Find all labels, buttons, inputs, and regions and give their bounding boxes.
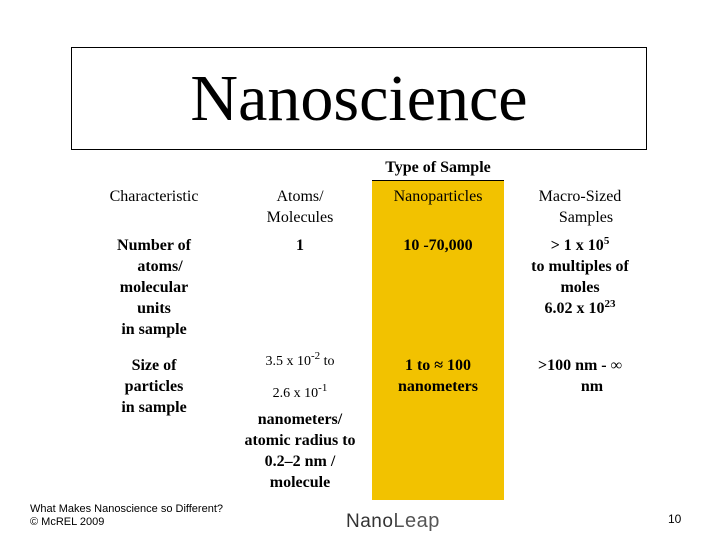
footer-caption: What Makes Nanoscience so Different? © M…	[30, 503, 223, 529]
row1-macro-value: > 1 x 105 to multiples of moles 6.02 x 1…	[531, 235, 629, 318]
page-number: 10	[668, 512, 682, 526]
title-box: Nanoscience	[71, 47, 647, 150]
footer-title: What Makes Nanoscience so Different?	[30, 503, 223, 515]
row1-atoms-value: 1	[296, 237, 304, 254]
footer-copyright: © McREL 2009	[30, 516, 105, 528]
nanoparticles-highlight-column	[372, 181, 504, 500]
header-nanoparticles: Nanoparticles	[393, 188, 483, 205]
header-atoms-molecules: Atoms/ Molecules	[266, 188, 334, 226]
logo-leap-text: Leap	[393, 510, 440, 532]
row1-nano-value: 10 -70,000	[403, 237, 473, 254]
row2-nano-value: 1 to ≈ 100 nanometers	[398, 357, 478, 395]
header-macro-sized-samples: Macro-Sized Samples	[538, 188, 622, 226]
logo-nano-text: Nano	[346, 511, 394, 532]
row2-atoms-range-line2: 2.6 x 10-1	[272, 382, 328, 402]
row2-atoms-description: nanometers/ atomic radius to 0.2–2 nm / …	[244, 411, 356, 491]
header-characteristic: Characteristic	[109, 188, 199, 205]
row2-atoms-range-line1: 3.5 x 10-2 to	[265, 350, 335, 370]
row2-macro-value: >100 nm - ∞ nm	[537, 357, 623, 395]
row2-characteristic: Size of particles in sample	[121, 357, 187, 416]
type-of-sample-label: Type of Sample	[385, 159, 491, 176]
nanoleap-logo: NanoLeap	[346, 510, 440, 533]
slide-title: Nanoscience	[190, 61, 528, 135]
row1-characteristic: Number of atoms/ molecular units in samp…	[117, 237, 191, 338]
type-of-sample-underline	[372, 180, 504, 181]
